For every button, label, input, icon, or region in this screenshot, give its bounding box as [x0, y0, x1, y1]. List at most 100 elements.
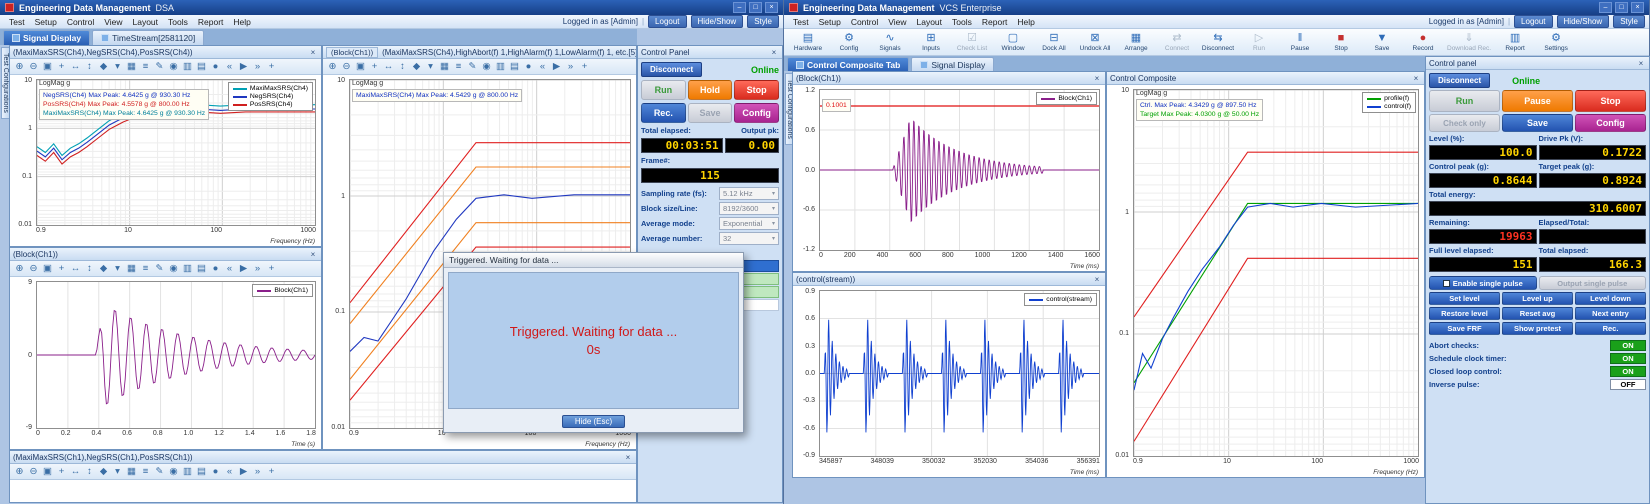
layout-icon[interactable]: ▤ [197, 263, 206, 274]
close-icon[interactable]: × [1094, 73, 1100, 83]
zoom-out-icon[interactable]: ⊖ [342, 61, 351, 72]
ribbon-button[interactable]: ■ Stop [1334, 32, 1348, 52]
zoom-in-icon[interactable]: ⊕ [15, 263, 24, 274]
save-button[interactable]: Save [1502, 114, 1573, 132]
pan-icon[interactable]: + [58, 466, 65, 477]
marker-icon[interactable]: ▾ [115, 466, 120, 477]
legend-icon[interactable]: ≡ [455, 61, 462, 72]
layout-icon[interactable]: ▤ [510, 61, 519, 72]
settings-icon[interactable]: + [268, 263, 275, 274]
menu-item[interactable]: Tools [168, 16, 188, 27]
close-icon[interactable]: × [765, 2, 778, 13]
snapshot-icon[interactable]: ◉ [169, 466, 178, 477]
legend-icon[interactable]: ≡ [142, 61, 149, 72]
record-icon[interactable]: ● [525, 61, 532, 72]
ribbon-button[interactable]: ⊞ Inputs [922, 32, 940, 52]
ribbon-button[interactable]: ▥ Report [1505, 32, 1525, 52]
play-icon[interactable]: ▶ [239, 466, 248, 477]
ribbon-button[interactable]: ● Record [1412, 32, 1434, 52]
menu-item[interactable]: Help [233, 16, 251, 27]
cursor-icon[interactable]: ◆ [99, 61, 108, 72]
document-tab[interactable]: Signal Display [3, 30, 91, 45]
next-icon[interactable]: » [254, 263, 261, 274]
ribbon-button[interactable]: ▤ Hardware [793, 32, 823, 52]
close-icon[interactable]: × [1413, 73, 1419, 83]
ribbon-button[interactable]: ▷ Run [1253, 32, 1265, 52]
zoom-out-icon[interactable]: ⊖ [29, 466, 38, 477]
cursor-icon[interactable]: ◆ [99, 466, 108, 477]
save-button[interactable]: Save [687, 103, 733, 123]
settings-icon[interactable]: + [268, 61, 275, 72]
block-ch1-chart[interactable]: 1.2 0.6 0.0 -0.6 -1.2 0 200 400 600 800 1000 1200 14… [793, 85, 1105, 271]
titlebar[interactable]: Engineering Data Management VCS Enterpri… [784, 0, 1649, 15]
copy-icon[interactable]: ▥ [183, 263, 192, 274]
ribbon-button[interactable]: ∿ Signals [879, 32, 901, 52]
play-icon[interactable]: ▶ [239, 263, 248, 274]
pan-icon[interactable]: + [58, 263, 65, 274]
logout-button[interactable]: Logout [648, 15, 687, 28]
legend-icon[interactable]: ≡ [142, 466, 149, 477]
play-icon[interactable]: ▶ [552, 61, 561, 72]
v-expand-icon[interactable]: ↕ [87, 263, 92, 274]
panel-tab[interactable]: (Block(Ch1)) [326, 46, 379, 58]
fit-icon[interactable]: ▣ [43, 61, 52, 72]
dialog-titlebar[interactable]: Triggered. Waiting for data ... [444, 253, 743, 268]
panel-header[interactable]: Control Composite × [1107, 72, 1424, 85]
control-panel-header[interactable]: Control Panel × [638, 46, 782, 59]
menu-item[interactable]: View [888, 16, 907, 27]
plot-area[interactable] [819, 89, 1100, 251]
ribbon-button[interactable]: ⊠ Undock All [1079, 32, 1111, 52]
ribbon-button[interactable]: ⚙ Config [839, 32, 859, 52]
minimize-icon[interactable]: – [733, 2, 746, 13]
zoom-out-icon[interactable]: ⊖ [29, 61, 38, 72]
menu-item[interactable]: Layout [132, 16, 159, 27]
menu-item[interactable]: Help [1017, 16, 1035, 27]
grid-icon[interactable]: ▦ [127, 263, 136, 274]
close-icon[interactable]: × [1094, 274, 1100, 284]
record-button[interactable]: Rec. [641, 103, 686, 123]
cursor-icon[interactable]: ◆ [99, 263, 108, 274]
hide-button[interactable]: Hide (Esc) [561, 414, 626, 428]
style-button[interactable]: Style [1613, 15, 1645, 28]
snapshot-icon[interactable]: ◉ [482, 61, 491, 72]
settings-icon[interactable]: + [268, 466, 275, 477]
prev-icon[interactable]: « [226, 263, 233, 274]
prev-icon[interactable]: « [226, 61, 233, 72]
h-expand-icon[interactable]: ↔ [70, 466, 81, 477]
close-icon[interactable]: × [1638, 58, 1644, 68]
level-control-button[interactable]: Show pretest [1502, 322, 1573, 335]
minimize-icon[interactable]: – [1599, 2, 1612, 13]
settings-icon[interactable]: + [581, 61, 588, 72]
panel-header[interactable]: (Block(Ch1)) × [10, 248, 321, 261]
marker-icon[interactable]: ▾ [115, 263, 120, 274]
panel-header[interactable]: (control(stream)) × [793, 273, 1105, 286]
h-expand-icon[interactable]: ↔ [383, 61, 394, 72]
level-control-button[interactable]: Level up [1502, 292, 1573, 305]
fit-icon[interactable]: ▣ [356, 61, 365, 72]
status-toggle[interactable]: ON [1610, 352, 1646, 364]
config-button[interactable]: Config [1575, 114, 1646, 132]
zoom-in-icon[interactable]: ⊕ [15, 466, 24, 477]
side-panel-tab[interactable]: Test Configurations [785, 73, 793, 145]
h-expand-icon[interactable]: ↔ [70, 61, 81, 72]
ribbon-button[interactable]: ⇆ Disconnect [1201, 32, 1235, 52]
annotate-icon[interactable]: ✎ [155, 466, 164, 477]
grid-icon[interactable]: ▦ [440, 61, 449, 72]
hide-show-button[interactable]: Hide/Show [690, 15, 744, 28]
style-button[interactable]: Style [747, 15, 779, 28]
ribbon-button[interactable]: ⊟ Dock All [1042, 32, 1066, 52]
status-toggle[interactable]: ON [1610, 365, 1646, 377]
logout-button[interactable]: Logout [1514, 15, 1553, 28]
annotate-icon[interactable]: ✎ [468, 61, 477, 72]
copy-icon[interactable]: ▥ [496, 61, 505, 72]
record-icon[interactable]: ● [212, 61, 219, 72]
level-control-button[interactable]: Set level [1429, 292, 1500, 305]
check-only-button[interactable]: Check only [1429, 114, 1500, 132]
ribbon-button[interactable]: ▼ Save [1374, 32, 1390, 52]
annotate-icon[interactable]: ✎ [155, 263, 164, 274]
marker-icon[interactable]: ▾ [115, 61, 120, 72]
menu-item[interactable]: Setup [34, 16, 57, 27]
run-button[interactable]: Run [641, 80, 686, 100]
field-select[interactable]: 5.12 kHz ▾ [719, 186, 779, 200]
field-select[interactable]: 32 ▾ [719, 231, 779, 245]
